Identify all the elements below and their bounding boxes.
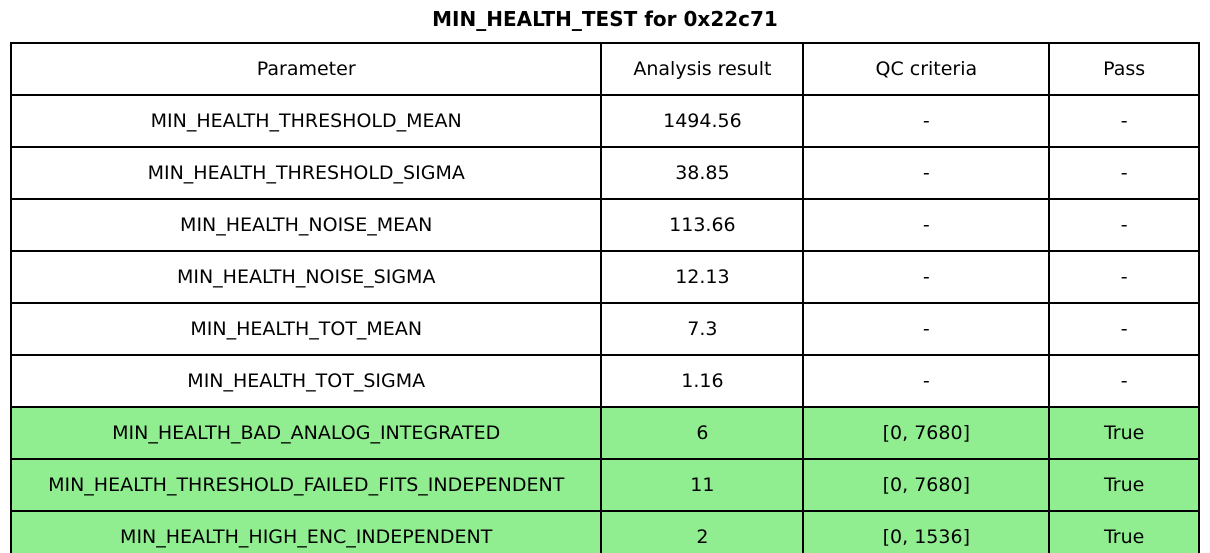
cell-parameter: MIN_HEALTH_THRESHOLD_SIGMA — [9, 146, 603, 200]
cell-parameter: MIN_HEALTH_NOISE_MEAN — [9, 198, 603, 252]
header-row: Parameter Analysis result QC criteria Pa… — [9, 42, 1200, 96]
cell-qc: - — [802, 146, 1051, 200]
qc-results-table: Parameter Analysis result QC criteria Pa… — [9, 42, 1200, 553]
cell-qc: - — [802, 354, 1051, 408]
cell-qc: [0, 7680] — [802, 458, 1051, 512]
qc-table-body: MIN_HEALTH_THRESHOLD_MEAN 1494.56 - - MI… — [9, 94, 1200, 553]
cell-result: 38.85 — [600, 146, 805, 200]
table-row: MIN_HEALTH_NOISE_SIGMA 12.13 - - — [9, 250, 1200, 304]
cell-parameter: MIN_HEALTH_HIGH_ENC_INDEPENDENT — [9, 510, 603, 553]
cell-parameter: MIN_HEALTH_NOISE_SIGMA — [9, 250, 603, 304]
cell-result: 1.16 — [600, 354, 805, 408]
table-row: MIN_HEALTH_THRESHOLD_FAILED_FITS_INDEPEN… — [9, 458, 1200, 512]
table-row: MIN_HEALTH_BAD_ANALOG_INTEGRATED 6 [0, 7… — [9, 406, 1200, 460]
figure-title: MIN_HEALTH_TEST for 0x22c71 — [432, 7, 778, 31]
cell-pass: - — [1048, 198, 1200, 252]
cell-parameter: MIN_HEALTH_TOT_SIGMA — [9, 354, 603, 408]
cell-pass: True — [1048, 510, 1200, 553]
cell-result: 1494.56 — [600, 94, 805, 148]
cell-pass: - — [1048, 302, 1200, 356]
column-header-analysis-result: Analysis result — [600, 42, 805, 96]
table-row: MIN_HEALTH_NOISE_MEAN 113.66 - - — [9, 198, 1200, 252]
column-header-parameter: Parameter — [9, 42, 603, 96]
cell-qc: - — [802, 302, 1051, 356]
cell-pass: - — [1048, 354, 1200, 408]
cell-pass: True — [1048, 406, 1200, 460]
cell-result: 11 — [600, 458, 805, 512]
cell-result: 6 — [600, 406, 805, 460]
table-row: MIN_HEALTH_TOT_MEAN 7.3 - - — [9, 302, 1200, 356]
cell-result: 2 — [600, 510, 805, 553]
table-row: MIN_HEALTH_THRESHOLD_MEAN 1494.56 - - — [9, 94, 1200, 148]
cell-pass: - — [1048, 250, 1200, 304]
cell-qc: [0, 1536] — [802, 510, 1051, 553]
cell-qc: [0, 7680] — [802, 406, 1051, 460]
cell-qc: - — [802, 198, 1051, 252]
cell-parameter: MIN_HEALTH_TOT_MEAN — [9, 302, 603, 356]
cell-qc: - — [802, 250, 1051, 304]
cell-result: 113.66 — [600, 198, 805, 252]
cell-pass: True — [1048, 458, 1200, 512]
column-header-pass: Pass — [1048, 42, 1200, 96]
cell-pass: - — [1048, 94, 1200, 148]
table-row: MIN_HEALTH_TOT_SIGMA 1.16 - - — [9, 354, 1200, 408]
cell-result: 7.3 — [600, 302, 805, 356]
table-row: MIN_HEALTH_HIGH_ENC_INDEPENDENT 2 [0, 15… — [9, 510, 1200, 553]
cell-result: 12.13 — [600, 250, 805, 304]
cell-parameter: MIN_HEALTH_THRESHOLD_FAILED_FITS_INDEPEN… — [9, 458, 603, 512]
cell-parameter: MIN_HEALTH_BAD_ANALOG_INTEGRATED — [9, 406, 603, 460]
cell-qc: - — [802, 94, 1051, 148]
cell-pass: - — [1048, 146, 1200, 200]
column-header-qc-criteria: QC criteria — [802, 42, 1051, 96]
cell-parameter: MIN_HEALTH_THRESHOLD_MEAN — [9, 94, 603, 148]
table-header: Parameter Analysis result QC criteria Pa… — [9, 42, 1200, 96]
table-row: MIN_HEALTH_THRESHOLD_SIGMA 38.85 - - — [9, 146, 1200, 200]
